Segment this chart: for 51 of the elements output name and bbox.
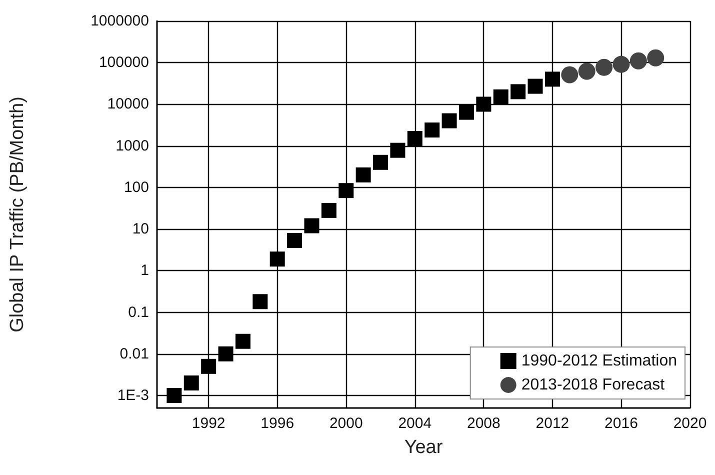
point: [578, 62, 596, 80]
point: [647, 49, 664, 66]
legend-label: 2013-2018 Forecast: [521, 376, 666, 394]
point: [235, 334, 250, 349]
point: [390, 142, 406, 158]
point: [424, 122, 440, 138]
point: [407, 131, 422, 146]
y-tick-label: 1: [140, 262, 149, 280]
point: [493, 89, 508, 104]
point: [528, 78, 543, 94]
x-tick-label: 2008: [466, 415, 500, 432]
y-tick-label: 1E-3: [117, 386, 149, 404]
point: [561, 66, 578, 84]
y-tick-label: 10000: [107, 96, 149, 113]
y-tick-label: 1000000: [90, 12, 149, 30]
x-tick-label: 2020: [673, 415, 707, 432]
point: [596, 58, 613, 76]
point: [544, 72, 560, 87]
y-tick-label: 10: [132, 220, 149, 238]
y-tick-label: 0.01: [120, 345, 149, 362]
point: [442, 113, 457, 128]
point: [201, 358, 216, 374]
point: [252, 294, 268, 310]
x-axis-title: Year: [404, 437, 444, 458]
point: [321, 202, 336, 218]
x-tick-label: 2012: [536, 415, 570, 432]
point: [612, 56, 630, 73]
x-tick-label: 1992: [192, 415, 226, 432]
point: [476, 96, 492, 112]
y-tick-label: 1000: [116, 137, 149, 154]
legend-label: 1990-2012 Estimation: [521, 352, 677, 370]
point: [510, 84, 526, 100]
point: [270, 252, 285, 267]
point: [630, 52, 647, 70]
point: [166, 388, 182, 403]
x-tick-label: 2004: [398, 415, 432, 432]
point: [287, 233, 302, 248]
point: [373, 154, 388, 170]
point: [218, 346, 234, 362]
x-tick-label: 1996: [260, 415, 294, 432]
point: [338, 183, 354, 198]
y-tick-label: 0.1: [128, 304, 149, 321]
y-tick-label: 100: [124, 178, 149, 196]
point: [304, 218, 320, 234]
x-tick-label: 2016: [604, 415, 638, 432]
point: [458, 104, 474, 120]
x-tick-label: 2000: [329, 415, 363, 432]
point: [356, 167, 371, 182]
y-axis-title: Global IP Traffic (PB/Month): [7, 96, 28, 332]
point: [184, 375, 199, 390]
y-tick-label: 100000: [98, 54, 149, 72]
